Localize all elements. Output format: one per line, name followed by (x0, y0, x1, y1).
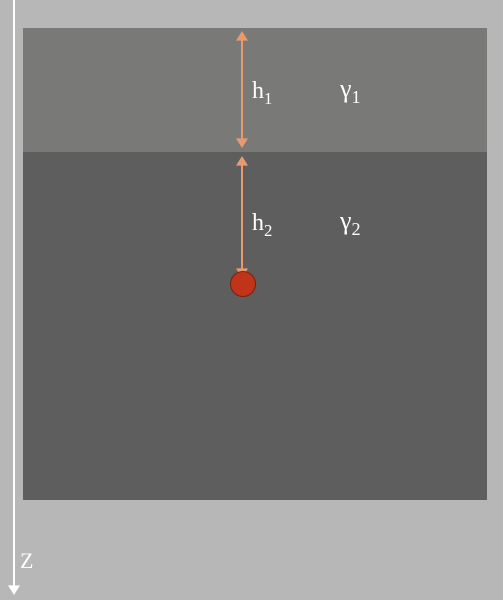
gamma1-text: γ (340, 74, 352, 103)
h2-text: h (252, 210, 264, 236)
gamma2-text: γ (340, 206, 352, 235)
label-gamma1: γ1 (340, 74, 361, 108)
gamma2-sub: 2 (352, 219, 361, 239)
label-h1: h1 (252, 78, 272, 109)
layer-2 (23, 152, 487, 500)
h1-text: h (252, 78, 264, 104)
gamma1-sub: 1 (352, 87, 361, 107)
point-marker (230, 271, 256, 297)
z-axis-label: Z (20, 548, 33, 574)
h2-sub: 2 (264, 221, 272, 240)
diagram-canvas: h1 γ1 h2 γ2 Z (0, 0, 503, 600)
h1-sub: 1 (264, 89, 272, 108)
label-h2: h2 (252, 210, 272, 241)
label-gamma2: γ2 (340, 206, 361, 240)
